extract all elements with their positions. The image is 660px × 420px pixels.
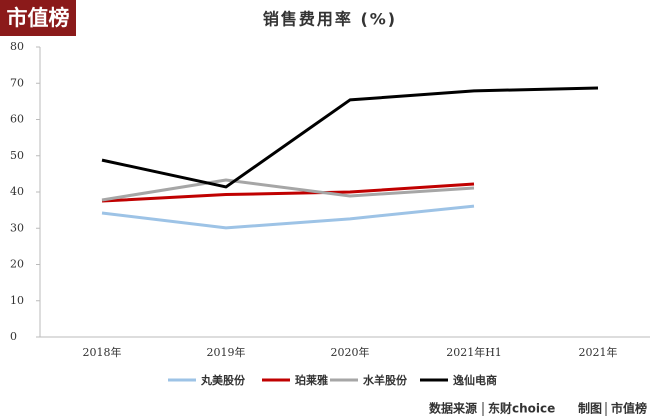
y-tick-label: 50: [10, 149, 24, 162]
legend-label: 水羊股份: [363, 373, 408, 387]
y-tick-label: 60: [10, 113, 24, 126]
y-tick-label: 20: [10, 258, 24, 271]
logo: 市值榜: [7, 6, 70, 30]
x-tick-label: 2021年H1: [446, 345, 502, 359]
line-series: [101, 178, 475, 202]
footer-source: 东财choice: [488, 401, 555, 416]
y-tick-label: 40: [10, 185, 24, 198]
legend-label: 丸美股份: [200, 373, 246, 387]
legend-label: 珀莱雅: [295, 373, 328, 387]
y-tick-label: 80: [10, 40, 24, 53]
logo-box: [0, 0, 76, 36]
footer-credit: 市值榜: [611, 401, 647, 416]
y-tick-label: 10: [10, 294, 24, 307]
x-tick-label: 2020年: [331, 345, 370, 359]
y-tick-label: 0: [10, 330, 17, 343]
legend-label: 逸仙电商: [453, 373, 497, 387]
line-series: [101, 204, 475, 230]
x-tick-label: 2021年: [579, 345, 618, 359]
x-tick-label: 2019年: [207, 345, 246, 359]
x-tick-label: 2018年: [83, 345, 122, 359]
chart-title: 销售费用率 (%): [263, 10, 397, 29]
footer-source-label: 数据来源: [429, 401, 477, 416]
line-series: [101, 86, 599, 189]
y-tick-label: 70: [10, 76, 24, 89]
line-series: [101, 182, 475, 203]
footer-credit-label: 制图: [578, 401, 602, 416]
y-tick-label: 30: [10, 221, 24, 234]
